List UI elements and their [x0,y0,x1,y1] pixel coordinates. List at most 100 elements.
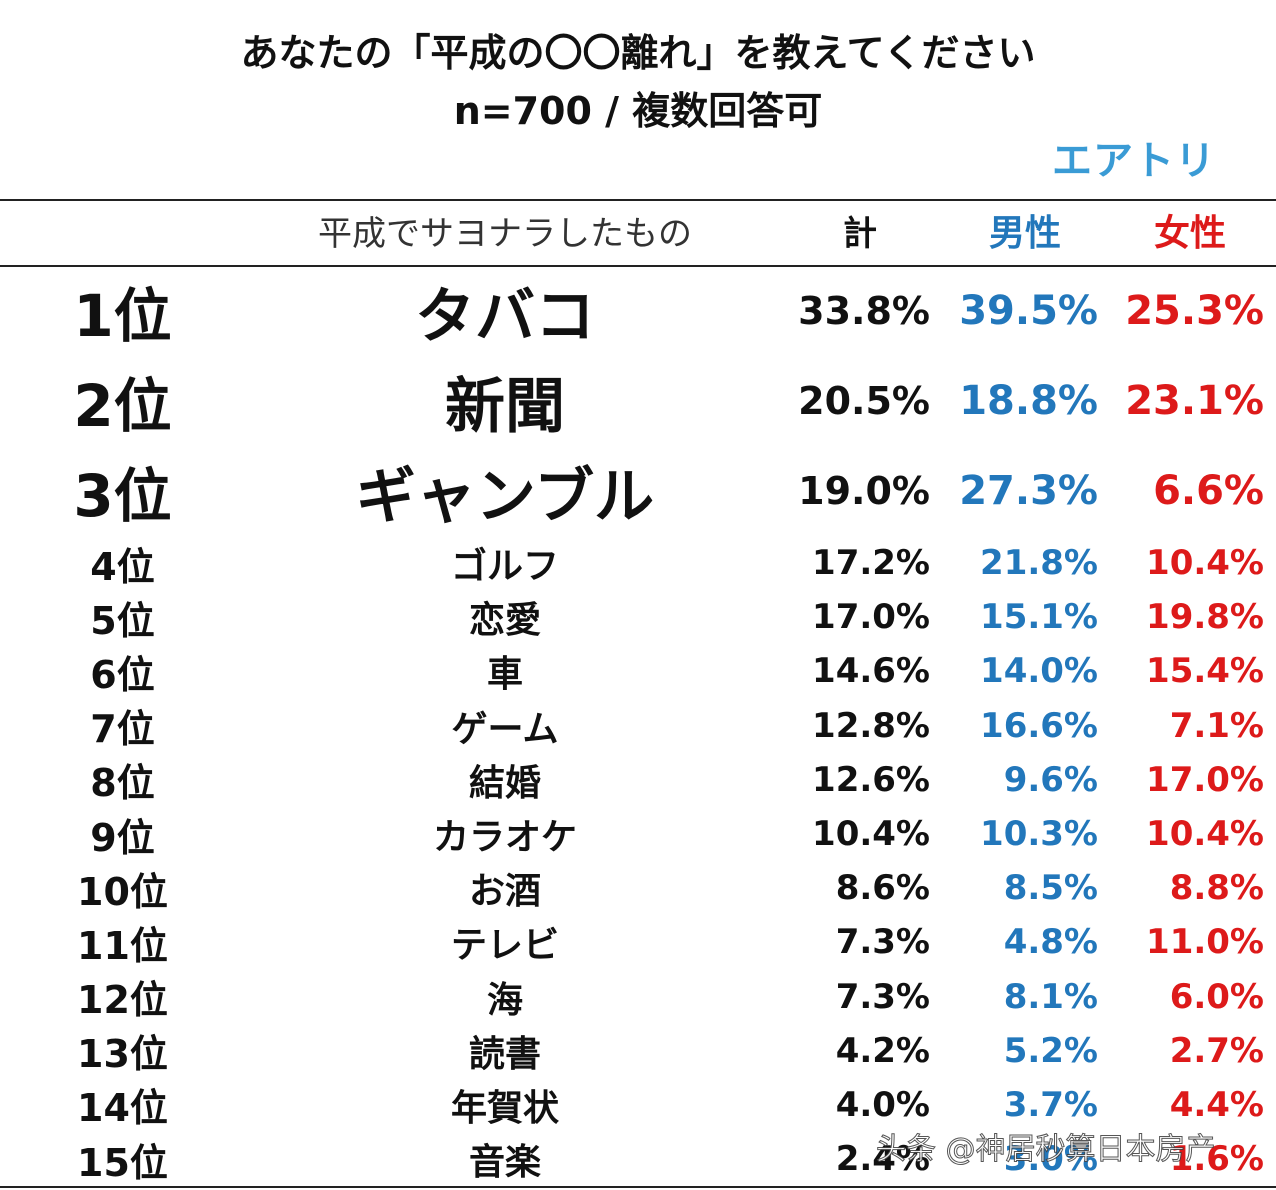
male-cell: 39.5% [959,288,1098,334]
item-cell: 車 [486,654,523,696]
total-cell: 7.3% [835,922,930,963]
female-cell: 10.4% [1146,543,1264,584]
female-cell: 15.4% [1146,651,1264,692]
total-cell: 17.2% [812,543,930,584]
male-cell: 14.0% [980,651,1098,692]
male-cell: 4.8% [1003,922,1098,963]
item-cell: 新聞 [445,371,565,442]
rank-cell: 5位 [90,598,155,643]
total-cell: 19.0% [798,469,930,513]
rank-cell: 6位 [90,652,155,697]
male-cell: 27.3% [959,468,1098,514]
rank-cell: 10位 [77,869,168,914]
table-row: 13位 読書 4.2% 5.2% 2.7% [0,1024,1276,1078]
header-bottom-divider [0,265,1276,267]
male-cell: 3.7% [1003,1084,1098,1125]
header-female: 女性 [1153,213,1226,254]
total-cell: 10.4% [812,814,930,855]
rank-cell: 15位 [77,1140,168,1185]
male-cell: 15.1% [980,597,1098,638]
table-row: 4位 ゴルフ 17.2% 21.8% 10.4% [0,536,1276,590]
rank-cell: 13位 [77,1032,168,1077]
female-cell: 8.8% [1169,868,1264,909]
table-row: 1位 タバコ 33.8% 39.5% 25.3% [0,266,1276,356]
table-row: 11位 テレビ 7.3% 4.8% 11.0% [0,915,1276,969]
male-cell: 9.6% [1003,759,1098,800]
item-cell: 恋愛 [468,600,541,642]
female-cell: 17.0% [1146,759,1264,800]
item-cell: お酒 [468,871,541,913]
female-cell: 2.7% [1169,1030,1264,1071]
female-cell: 10.4% [1146,814,1264,855]
male-cell: 5.2% [1003,1030,1098,1071]
table-row: 7位 ゲーム 12.8% 16.6% 7.1% [0,699,1276,753]
item-cell: 音楽 [468,1142,541,1184]
header-male: 男性 [988,213,1061,254]
female-cell: 1.6% [1169,1139,1264,1180]
airtrip-logo: エアトリ [1052,138,1216,184]
item-cell: カラオケ [432,817,577,859]
rank-cell: 7位 [90,707,155,752]
rank-cell: 3位 [73,462,172,530]
female-cell: 7.1% [1169,705,1264,746]
item-cell: 海 [486,979,523,1021]
total-cell: 17.0% [812,597,930,638]
female-cell: 11.0% [1146,922,1264,963]
item-cell: ギャンブル [355,461,655,532]
item-cell: 結婚 [468,762,541,804]
male-cell: 8.1% [1003,976,1098,1017]
male-cell: 3.0% [1003,1139,1098,1180]
table-row: 9位 カラオケ 10.4% 10.3% 10.4% [0,807,1276,861]
total-cell: 4.2% [835,1030,930,1071]
male-cell: 16.6% [980,705,1098,746]
total-cell: 33.8% [798,289,930,333]
item-cell: テレビ [450,925,559,967]
table-bottom-divider [0,1186,1276,1188]
table-header: 平成でサヨナラしたもの 計 男性 女性 [0,202,1276,266]
male-cell: 18.8% [959,378,1098,424]
rank-cell: 4位 [90,544,155,589]
rank-cell: 12位 [77,978,168,1023]
item-cell: 読書 [468,1033,541,1075]
male-cell: 8.5% [1003,868,1098,909]
table-row: 15位 音楽 2.4% 3.0% 1.6% [0,1132,1276,1186]
table-row: 2位 新聞 20.5% 18.8% 23.1% [0,356,1276,446]
total-cell: 7.3% [835,976,930,1017]
item-cell: ゴルフ [450,546,559,588]
female-cell: 6.6% [1153,468,1264,514]
header-total: 計 [843,214,877,254]
ranking-table: 1位 タバコ 33.8% 39.5% 25.3% 2位 新聞 20.5% 18.… [0,266,1276,1186]
female-cell: 25.3% [1125,288,1264,334]
rank-cell: 11位 [77,923,168,968]
total-cell: 12.6% [812,759,930,800]
total-cell: 8.6% [835,868,930,909]
item-cell: タバコ [415,281,595,352]
male-cell: 10.3% [980,814,1098,855]
header-item: 平成でサヨナラしたもの [318,214,692,254]
watermark-text: 头条 @神居秒算日本房产 [876,1132,1217,1168]
female-cell: 19.8% [1146,597,1264,638]
table-row: 3位 ギャンブル 19.0% 27.3% 6.6% [0,446,1276,536]
total-cell: 4.0% [835,1084,930,1125]
item-cell: 年賀状 [450,1087,559,1129]
table-row: 12位 海 7.3% 8.1% 6.0% [0,970,1276,1024]
rank-cell: 1位 [73,282,172,350]
table-row: 8位 結婚 12.6% 9.6% 17.0% [0,753,1276,807]
total-cell: 2.4% [835,1139,930,1180]
rank-cell: 9位 [90,815,155,860]
female-cell: 23.1% [1125,378,1264,424]
rank-cell: 14位 [77,1086,168,1131]
title-line-2: n=700 / 複数回答可 [453,89,823,133]
table-row: 14位 年賀状 4.0% 3.7% 4.4% [0,1078,1276,1132]
table-row: 6位 車 14.6% 14.0% 15.4% [0,644,1276,698]
female-cell: 6.0% [1169,976,1264,1017]
table-row: 10位 お酒 8.6% 8.5% 8.8% [0,861,1276,915]
female-cell: 4.4% [1169,1084,1264,1125]
total-cell: 12.8% [812,705,930,746]
rank-cell: 8位 [90,761,155,806]
total-cell: 14.6% [812,651,930,692]
header-top-divider [0,199,1276,201]
title-line-1: あなたの「平成の〇〇離れ」を教えてください [240,31,1036,75]
total-cell: 20.5% [798,379,930,423]
